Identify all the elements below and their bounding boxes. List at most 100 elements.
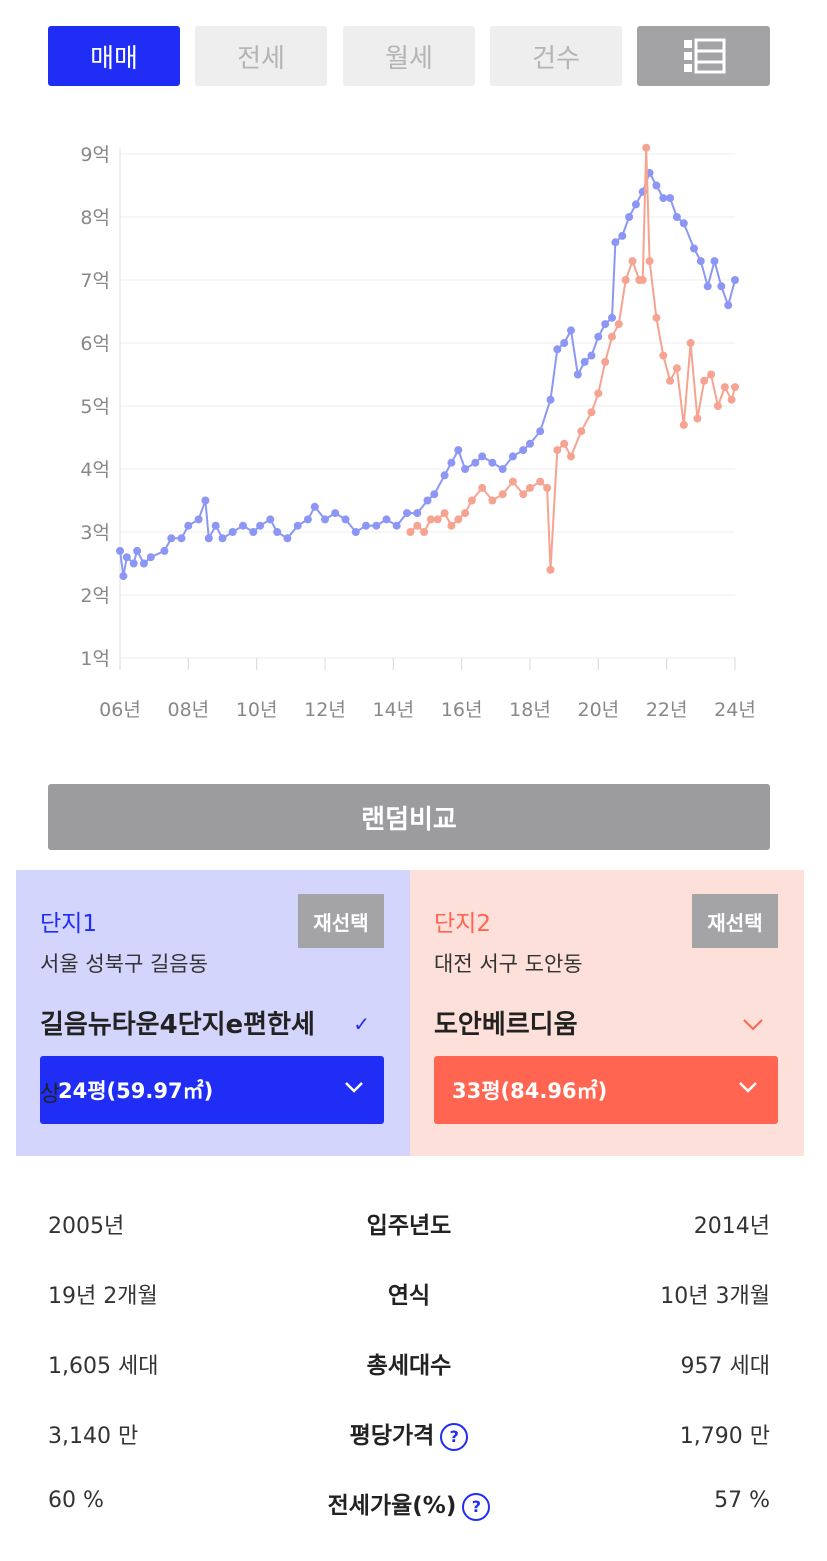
row-label: 평당가격 <box>349 1423 435 1449</box>
chevron-down-icon <box>738 1078 758 1099</box>
data-point <box>430 490 439 499</box>
trade-type-tabs: 매매 전세 월세 건수 <box>48 26 770 86</box>
data-point <box>508 477 517 486</box>
data-point <box>567 452 575 461</box>
data-point <box>611 238 620 247</box>
data-point <box>461 465 470 473</box>
data-point <box>433 515 442 524</box>
data-point <box>139 559 148 568</box>
data-point <box>536 427 545 436</box>
row-label: 연식 <box>387 1283 431 1309</box>
complex2-reselect-button[interactable]: 재선택 <box>692 894 778 948</box>
data-point <box>601 357 610 366</box>
data-point <box>341 515 350 524</box>
x-tick-label: 24년 <box>714 699 756 721</box>
complex2-name-select[interactable]: 도안베르디움 <box>434 1010 578 1040</box>
data-point <box>727 395 736 404</box>
data-point <box>659 351 668 360</box>
complex1-name-chevron-icon[interactable]: ✓ <box>353 1012 370 1036</box>
complex1-reselect-button[interactable]: 재선택 <box>298 894 384 948</box>
data-point <box>659 194 668 203</box>
data-point <box>218 534 227 543</box>
data-point <box>546 565 555 574</box>
data-point <box>454 515 463 524</box>
data-point <box>508 452 517 461</box>
data-point <box>321 515 329 524</box>
data-point <box>666 376 675 385</box>
tab-monthly-rent[interactable]: 월세 <box>343 26 475 86</box>
data-point <box>672 213 681 221</box>
complex1-panel: 단지1 재선택 서울 성북구 길음동 길음뉴타운4단지e편한세 ✓ 24평(59… <box>16 870 410 1156</box>
data-point <box>467 496 476 505</box>
data-point <box>580 357 589 366</box>
data-point <box>498 490 507 499</box>
complex1-size-select[interactable]: 24평(59.97㎡) <box>40 1056 384 1124</box>
info-row-age: 19년 2개월 연식 10년 3개월 <box>48 1260 770 1330</box>
data-point <box>666 194 675 203</box>
x-tick-label: 06년 <box>99 699 141 721</box>
complex2-name-chevron-icon[interactable] <box>742 1012 764 1036</box>
data-point <box>614 320 623 329</box>
data-point <box>228 528 237 536</box>
complex2-value: 57 % <box>714 1488 770 1513</box>
y-tick-label: 8억 <box>80 207 110 229</box>
data-point <box>122 553 131 562</box>
data-point <box>201 496 210 505</box>
complex1-name-select[interactable]: 길음뉴타운4단지e편한세 <box>40 1010 315 1040</box>
data-point <box>710 257 719 266</box>
help-icon[interactable]: ? <box>440 1422 469 1451</box>
row-label: 전세가율(%) <box>327 1493 457 1519</box>
data-point <box>167 534 176 543</box>
data-point <box>488 496 497 505</box>
random-compare-button[interactable]: 랜덤비교 <box>48 784 770 850</box>
price-chart: 1억 2억 3억 4억 5억 6억 7억 8억 9억 06년 08년 10년 12년 14년 16년 18년 2… <box>40 118 790 748</box>
data-point <box>372 521 381 530</box>
data-point <box>587 351 596 360</box>
tab-jeonse[interactable]: 전세 <box>195 26 327 86</box>
complex1-address: 서울 성북구 길음동 <box>40 952 208 976</box>
data-point <box>700 376 709 385</box>
data-point <box>488 458 497 467</box>
data-point <box>679 420 688 429</box>
data-point <box>331 509 340 518</box>
data-point <box>454 446 463 455</box>
list-view-button[interactable] <box>637 26 770 86</box>
x-tick-label: 20년 <box>577 699 619 721</box>
tab-count[interactable]: 건수 <box>490 26 622 86</box>
complex2-title: 단지2 <box>434 911 491 937</box>
data-point <box>713 402 722 410</box>
data-point <box>536 477 545 486</box>
data-point <box>478 452 487 461</box>
data-point <box>129 559 138 568</box>
x-tick-label: 14년 <box>372 699 414 721</box>
data-point <box>577 427 586 436</box>
y-tick-label: 1억 <box>80 648 110 670</box>
data-point <box>652 313 661 322</box>
data-point <box>403 509 411 518</box>
data-point <box>310 502 319 511</box>
complex1-name-overflow: 상 <box>40 1082 61 1107</box>
complex1-value: 3,140 만 <box>48 1424 139 1449</box>
data-point <box>519 446 528 455</box>
data-point <box>608 332 616 341</box>
complex2-value: 957 세대 <box>680 1354 770 1379</box>
data-point <box>160 546 169 555</box>
data-point <box>601 320 610 329</box>
data-point <box>731 383 739 392</box>
data-point <box>116 546 124 555</box>
data-point <box>133 546 142 555</box>
data-point <box>638 276 647 284</box>
tab-sale[interactable]: 매매 <box>48 26 180 86</box>
complex1-value: 1,605 세대 <box>48 1354 159 1379</box>
x-tick-label: 10년 <box>236 699 278 721</box>
data-point <box>392 521 401 530</box>
complex2-size-select[interactable]: 33평(84.96㎡) <box>434 1056 778 1124</box>
data-point <box>440 509 449 518</box>
data-point <box>696 257 705 266</box>
data-point <box>628 257 637 266</box>
row-label: 입주년도 <box>366 1213 452 1239</box>
data-point <box>642 143 651 152</box>
data-point <box>211 521 220 530</box>
price-chart-svg: 1억 2억 3억 4억 5억 6억 7억 8억 9억 06년 08년 10년 12년 14년 16년 18년 2… <box>80 143 756 721</box>
help-icon[interactable]: ? <box>462 1492 491 1521</box>
